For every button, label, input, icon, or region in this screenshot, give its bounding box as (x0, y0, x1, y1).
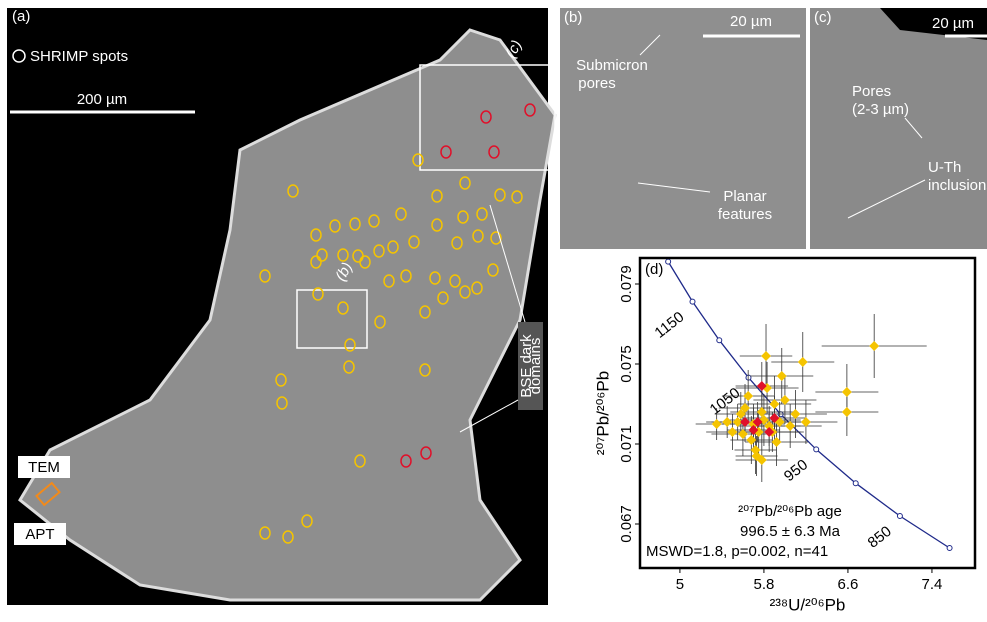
x-axis-label: ²³⁸U/²⁰⁶Pb (770, 595, 846, 614)
y-tick-label: 0.079 (618, 265, 635, 303)
scale-text: 200 µm (77, 91, 127, 108)
concordia-marker (717, 338, 722, 343)
panel-label: (d) (645, 261, 663, 278)
figure: (a) SHRIMP spots 200 µm (c) (b) BSE dark… (0, 0, 987, 617)
annotation: pores (578, 75, 616, 92)
annotation: 996.5 ± 6.3 Ma (740, 523, 841, 540)
annotation: (2-3 µm) (852, 101, 909, 118)
annotation: ²⁰⁷Pb/²⁰⁶Pb age (738, 503, 842, 520)
concordia-marker (814, 447, 819, 452)
x-tick-label: 6.6 (838, 576, 859, 593)
concordia-marker (947, 546, 952, 551)
annotation: Pores (852, 83, 891, 100)
x-tick-label: 7.4 (922, 576, 943, 593)
plot-area (640, 258, 975, 568)
annotation: inclusions (928, 177, 987, 194)
x-tick-label: 5 (676, 576, 684, 593)
concordia-marker (690, 299, 695, 304)
concordia-marker (897, 514, 902, 519)
concordia-marker (666, 259, 671, 264)
annotation: Planar (723, 188, 766, 205)
panel-label: (a) (12, 8, 30, 25)
concordia-marker (853, 481, 858, 486)
panel-label: (b) (564, 9, 582, 26)
tem-label: TEM (28, 459, 60, 476)
y-axis-label: ²⁰⁷Pb/²⁰⁶Pb (593, 371, 612, 455)
y-tick-label: 0.071 (618, 425, 635, 463)
scale-text: 20 µm (932, 15, 974, 32)
page: (a) SHRIMP spots 200 µm (c) (b) BSE dark… (0, 0, 987, 622)
legend-text: SHRIMP spots (30, 48, 128, 65)
y-tick-label: 0.075 (618, 345, 635, 383)
annotation: features (718, 206, 772, 223)
scale-text: 20 µm (730, 13, 772, 30)
panel-label: (c) (814, 9, 832, 26)
annotation: Submicron (576, 57, 648, 74)
annotation: MSWD=1.8, p=0.002, n=41 (646, 543, 828, 560)
chart: 5 5.8 6.6 7.4 0.067 0.071 0.075 0.079 ²³⁸U/²⁰⁶Pb… (593, 258, 975, 614)
annotation: U-Th (928, 159, 961, 176)
y-tick-label: 0.067 (618, 505, 635, 543)
panel-c-bg (810, 8, 987, 249)
callout-text: domains (527, 338, 544, 395)
x-tick-label: 5.8 (753, 576, 774, 593)
apt-label: APT (25, 526, 54, 543)
